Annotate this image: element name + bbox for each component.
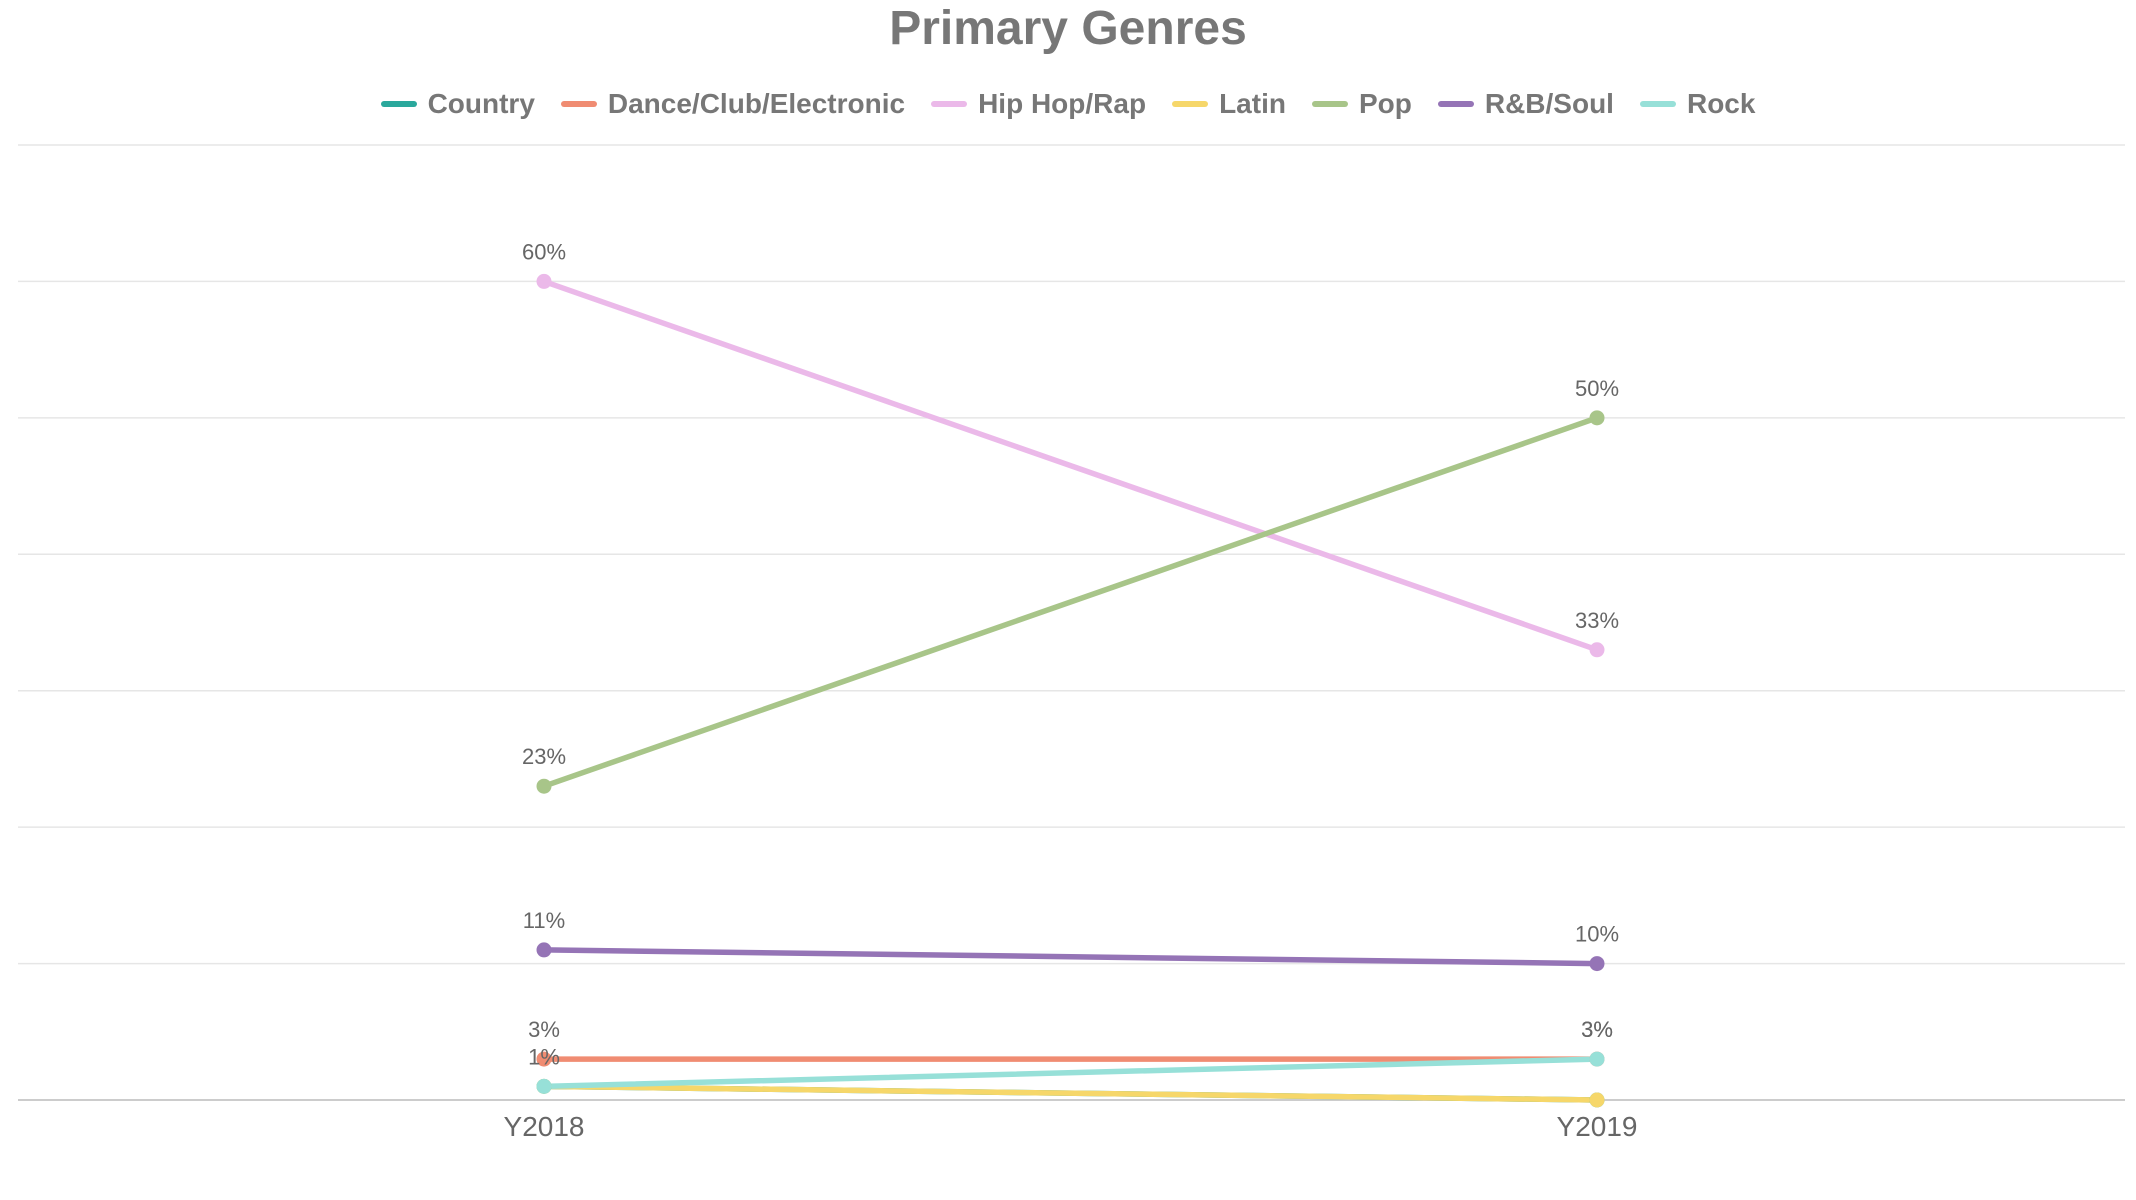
data-point[interactable] xyxy=(1589,1092,1605,1108)
data-point[interactable] xyxy=(536,942,552,958)
data-label: 23% xyxy=(522,744,566,769)
series-line xyxy=(541,415,1600,789)
legend-label: Pop xyxy=(1358,88,1412,119)
legend-item[interactable]: Dance/Club/Electronic xyxy=(560,88,906,120)
data-point[interactable] xyxy=(536,1051,552,1067)
legend-item[interactable]: Pop xyxy=(1311,88,1412,120)
data-point[interactable] xyxy=(1589,956,1605,972)
data-label: 60% xyxy=(522,239,566,264)
data-label: 10% xyxy=(1575,922,1619,947)
data-label: 1% xyxy=(528,1044,560,1069)
legend-label: Latin xyxy=(1219,88,1286,119)
legend-label: Hip Hop/Rap xyxy=(978,88,1147,119)
data-label: 3% xyxy=(528,1017,560,1042)
legend-label: Country xyxy=(427,88,535,119)
data-point[interactable] xyxy=(536,1078,552,1094)
series-line xyxy=(541,1056,1600,1090)
data-point[interactable] xyxy=(1589,1051,1605,1067)
chart-title: Primary Genres xyxy=(889,2,1247,55)
data-label: 3% xyxy=(1581,1017,1613,1042)
legend-item[interactable]: Country xyxy=(380,88,535,120)
legend-swatch xyxy=(1437,101,1474,107)
data-point[interactable] xyxy=(536,778,552,794)
legend-item[interactable]: Hip Hop/Rap xyxy=(931,88,1146,120)
legend-swatch xyxy=(1172,101,1209,107)
legend-label: R&B/Soul xyxy=(1484,88,1614,119)
series-line xyxy=(541,1083,1600,1103)
x-tick-label: Y2019 xyxy=(1557,1111,1638,1142)
data-point[interactable] xyxy=(1589,410,1605,426)
legend-swatch xyxy=(1311,101,1348,107)
legend-swatch xyxy=(1639,101,1676,107)
data-point[interactable] xyxy=(536,273,552,289)
x-tick-label: Y2018 xyxy=(504,1111,585,1142)
series-line xyxy=(541,278,1600,653)
legend-label: Rock xyxy=(1686,88,1756,119)
data-label: 11% xyxy=(523,908,565,933)
legend-swatch xyxy=(560,101,597,107)
legend-item[interactable]: Rock xyxy=(1639,88,1756,120)
data-label: 33% xyxy=(1575,608,1619,633)
legend-item[interactable]: R&B/Soul xyxy=(1437,88,1614,120)
series-line xyxy=(541,947,1600,967)
data-label: 50% xyxy=(1575,376,1619,401)
legend-swatch xyxy=(380,101,417,107)
data-point[interactable] xyxy=(1589,642,1605,658)
legend: Country Dance/Club/Electronic Hip Hop/Rap L… xyxy=(0,84,2136,124)
data-label: 3% xyxy=(1581,1017,1613,1042)
legend-label: Dance/Club/Electronic xyxy=(607,88,906,119)
legend-swatch xyxy=(931,101,968,107)
legend-item[interactable]: Latin xyxy=(1172,88,1286,120)
